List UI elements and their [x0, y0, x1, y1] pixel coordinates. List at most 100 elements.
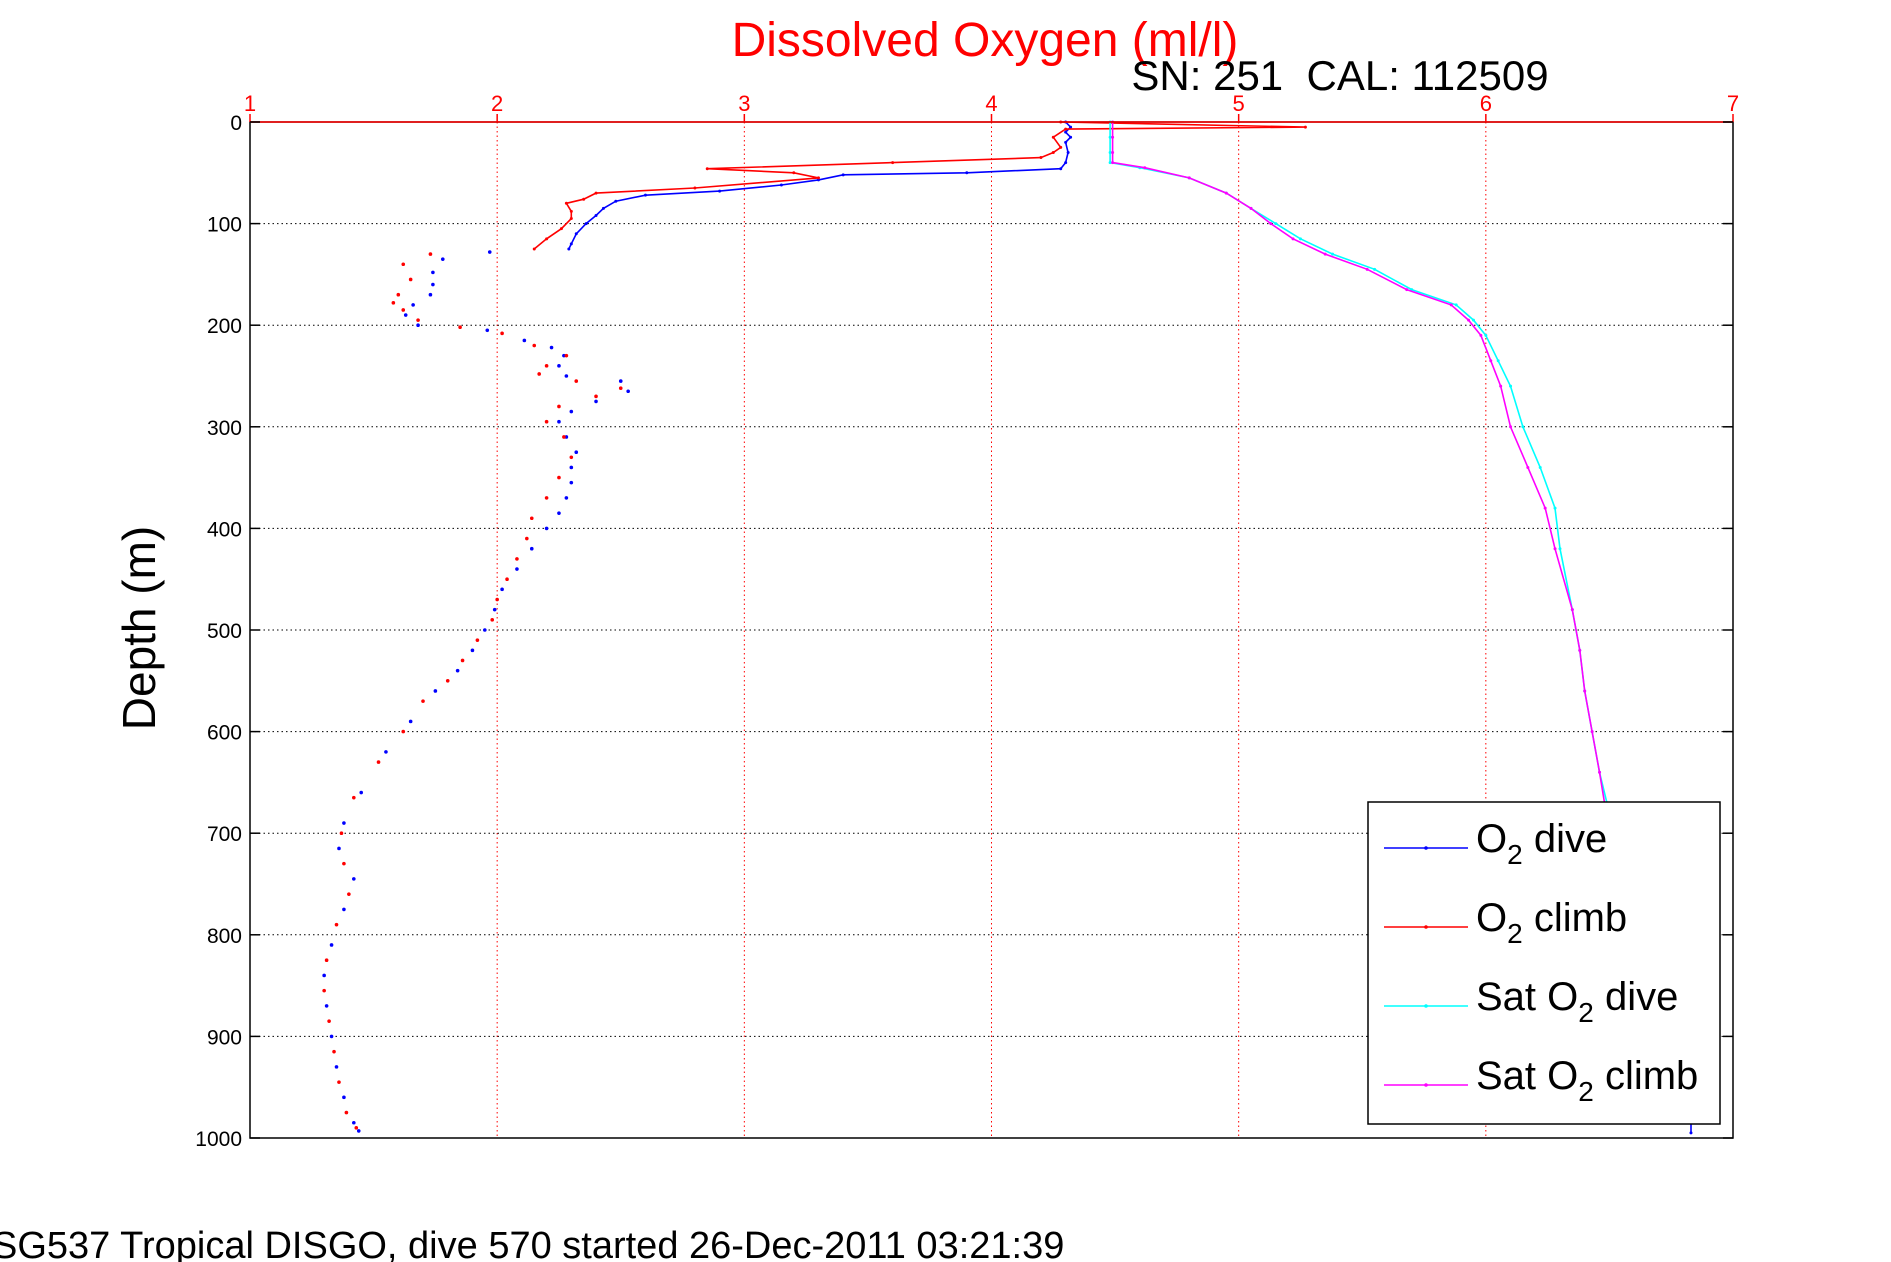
data-point [1066, 150, 1070, 154]
data-point [522, 338, 527, 343]
legend-entry: O2 climb [1384, 896, 1627, 949]
data-point [1578, 648, 1582, 652]
data-point [1471, 318, 1475, 322]
data-point [569, 217, 573, 221]
legend: O2 dive O2 climb Sat O2 dive Sat O2 climb [1367, 801, 1721, 1125]
data-point [643, 193, 647, 197]
series-sat-o2-climb [1111, 120, 1606, 805]
data-point [337, 1080, 341, 1084]
data-point [505, 577, 509, 581]
data-point [569, 409, 574, 414]
data-point [490, 618, 495, 622]
data-point [329, 943, 334, 947]
data-point [1689, 1131, 1693, 1135]
data-point [594, 213, 598, 217]
data-point [792, 171, 796, 175]
x-tick-label: 1 [244, 91, 256, 116]
data-point [1484, 333, 1488, 337]
data-point [1111, 135, 1115, 139]
data-point [562, 353, 566, 358]
data-point [1224, 191, 1228, 195]
data-point [401, 729, 406, 734]
legend-label: Sat O2 dive [1476, 975, 1678, 1028]
data-point [841, 173, 845, 177]
data-point [376, 760, 381, 764]
data-point [594, 399, 598, 404]
legend-entry: Sat O2 climb [1384, 1054, 1698, 1107]
x-tick-label: 7 [1727, 91, 1739, 116]
data-point [559, 227, 563, 231]
x-tick-label: 5 [1233, 91, 1245, 116]
data-point [344, 1110, 349, 1115]
data-point [1298, 237, 1302, 241]
y-tick-label: 100 [207, 214, 242, 237]
footer-caption: SG537 Tropical DISGO, dive 570 started 2… [0, 1225, 1064, 1262]
data-point [1489, 359, 1493, 363]
data-point [445, 679, 450, 683]
data-point [401, 308, 406, 312]
data-point [1059, 145, 1063, 149]
data-point [1570, 608, 1574, 612]
data-point [492, 607, 497, 612]
series-line [1111, 122, 1606, 803]
data-point [495, 597, 499, 602]
data-point [626, 389, 630, 394]
data-point [532, 343, 537, 348]
data-point [431, 270, 435, 275]
legend-marker [1424, 1004, 1428, 1008]
data-point [324, 1004, 329, 1008]
y-tick-label: 400 [207, 518, 242, 541]
data-point [564, 496, 569, 500]
data-point [1064, 127, 1068, 131]
data-point [567, 247, 571, 251]
data-point [1583, 689, 1587, 693]
data-point [460, 658, 465, 663]
data-point [408, 277, 413, 282]
data-point [342, 907, 346, 912]
data-point [352, 1120, 356, 1125]
x-tick-label: 3 [738, 91, 750, 116]
data-point [1365, 267, 1369, 271]
data-point [569, 455, 574, 460]
data-point [334, 922, 339, 927]
y-tick-label: 1000 [195, 1128, 242, 1151]
data-point [1269, 222, 1273, 226]
data-point [569, 480, 574, 485]
data-point [1558, 547, 1562, 551]
y-tick-label: 600 [207, 722, 242, 745]
data-point [1323, 252, 1327, 256]
series-o2-climb-deep [322, 252, 623, 1130]
data-point [1526, 465, 1530, 469]
data-point [582, 197, 586, 201]
data-point [1108, 161, 1112, 165]
data-point [401, 262, 406, 267]
data-point [411, 303, 415, 307]
data-point [1069, 125, 1073, 129]
data-point [352, 877, 356, 881]
tick-layer: 1 2 3 4 5 6 7 0 100 200 300 400 500 600 700 800 900 1000 [195, 91, 1739, 1151]
data-point [416, 318, 420, 322]
data-point [614, 199, 618, 203]
data-point [322, 973, 326, 978]
data-point [356, 1129, 361, 1133]
data-point [384, 750, 388, 754]
data-point [1249, 206, 1253, 210]
data-point [718, 189, 722, 193]
data-point [475, 638, 480, 642]
data-point [1069, 135, 1073, 139]
data-point [1373, 267, 1377, 271]
data-point [500, 331, 504, 336]
data-point [1405, 288, 1409, 292]
data-point [1496, 359, 1500, 363]
legend-entry: Sat O2 dive [1384, 975, 1678, 1028]
data-point [537, 372, 541, 376]
data-point [324, 958, 329, 962]
data-point [339, 831, 344, 835]
data-point [618, 379, 623, 383]
data-point [354, 1126, 359, 1130]
data-point [1538, 465, 1542, 469]
data-point [532, 247, 536, 251]
data-point [569, 242, 573, 246]
data-point [1274, 222, 1278, 226]
data-point [455, 668, 460, 673]
